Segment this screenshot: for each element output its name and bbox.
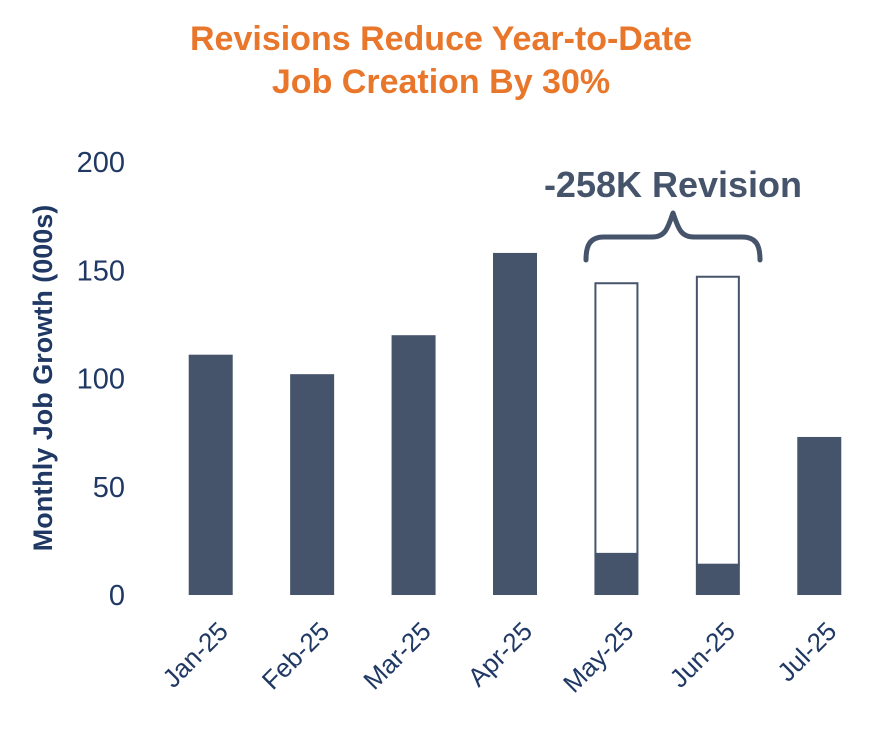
bar-may-25 (594, 553, 639, 595)
x-tick-label: Apr-25 (462, 616, 538, 692)
bar-jan-25 (188, 354, 233, 595)
y-tick-label: 100 (77, 364, 125, 396)
y-tick-label: 50 (93, 472, 125, 504)
bars (188, 252, 842, 595)
bar-apr-25 (493, 252, 537, 595)
y-tick-label: 0 (109, 580, 125, 612)
x-tick-label: Feb-25 (256, 616, 335, 695)
y-axis-ticks: 0 50 100 150 200 (77, 147, 125, 612)
y-tick-label: 150 (77, 255, 125, 287)
bar-mar-25 (391, 335, 436, 595)
y-axis-label: Monthly Job Growth (000s) (28, 205, 58, 552)
revision-brace (583, 210, 763, 263)
chart-title-line-1: Revisions Reduce Year-to-Date (190, 20, 692, 58)
bar-jun-25 (695, 564, 740, 595)
revision-bar-jun-25 (695, 275, 740, 566)
chart-title-line-2: Job Creation By 30% (271, 63, 611, 101)
revision-bar-may-25 (594, 282, 639, 555)
bar-feb-25 (290, 374, 335, 595)
x-tick-label: Jul-25 (771, 616, 842, 687)
y-tick-label: 200 (77, 147, 125, 179)
x-axis-ticks: Jan-25 Feb-25 Mar-25 Apr-25 May-25 Jun-25 Jul-… (156, 616, 842, 699)
x-tick-label: Jan-25 (156, 616, 233, 693)
chart-title: Revisions Reduce Year-to-Date Job Creati… (0, 18, 882, 104)
x-tick-label: May-25 (557, 616, 640, 699)
bar-jul-25 (797, 436, 842, 595)
revision-annotation: -258K Revision (544, 164, 802, 205)
x-tick-label: Mar-25 (357, 616, 436, 695)
x-tick-label: Jun-25 (664, 616, 741, 693)
